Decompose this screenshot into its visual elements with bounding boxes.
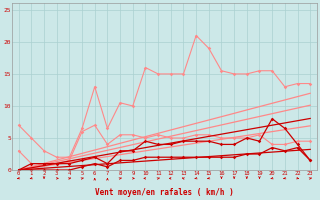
X-axis label: Vent moyen/en rafales ( km/h ): Vent moyen/en rafales ( km/h ) [95,188,234,197]
